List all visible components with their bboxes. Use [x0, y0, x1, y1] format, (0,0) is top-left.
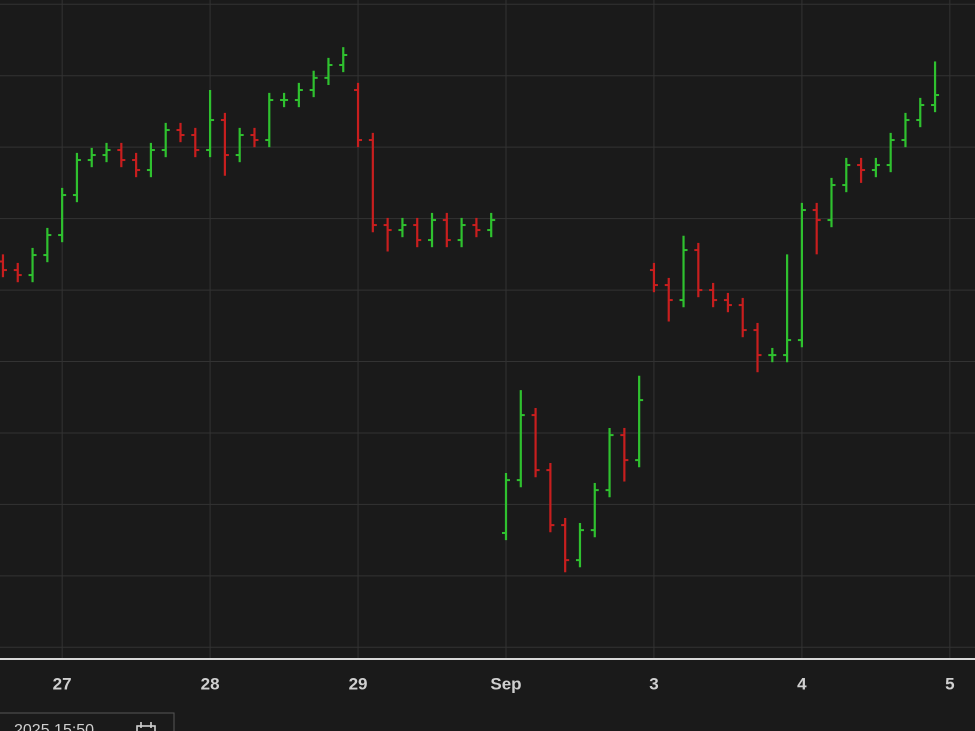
ohlc-bar [501, 472, 510, 541]
ohlc-bar [0, 254, 7, 278]
ohlc-bar [842, 157, 851, 193]
ohlc-bar [901, 112, 910, 148]
ohlc-bar [827, 177, 836, 228]
ohlc-bar [738, 297, 747, 338]
x-tick-label: Sep [490, 674, 521, 693]
ohlc-bar [102, 142, 111, 163]
date-box-text: 2025 15:50 [14, 722, 94, 731]
ohlc-bar [797, 202, 806, 348]
ohlc-bar [812, 202, 821, 255]
ohlc-bar [664, 277, 673, 322]
ohlc-bar [442, 212, 451, 248]
ohlc-bar [723, 292, 732, 313]
ohlc-bar [428, 212, 437, 248]
x-tick-label: 4 [797, 674, 807, 693]
ohlc-bar [605, 427, 614, 498]
ohlc-bar [383, 217, 392, 252]
ohlc-bar [250, 127, 259, 148]
ohlc-bar [516, 390, 525, 488]
ohlc-bar [575, 522, 584, 568]
x-tick-label: 5 [945, 674, 954, 693]
ohlc-bar [176, 122, 185, 143]
ohlc-bar [87, 147, 96, 168]
ohlc-bar [191, 127, 200, 158]
ohlc-bar [590, 482, 599, 538]
ohlc-bar [13, 262, 22, 283]
ohlc-bar [916, 97, 925, 128]
ohlc-bar [206, 90, 215, 158]
ohlc-bar [265, 92, 274, 148]
ohlc-bar [487, 212, 496, 238]
x-tick-label: 27 [53, 674, 72, 693]
x-tick-label: 29 [349, 674, 368, 693]
ohlc-bar [472, 217, 481, 238]
ohlc-bar [694, 242, 703, 298]
ohlc-bar [58, 187, 67, 243]
date-box[interactable]: 2025 15:50 [0, 712, 175, 731]
date-box-frame [0, 712, 175, 731]
ohlc-bar [28, 247, 37, 283]
ohlc-bar [43, 227, 52, 263]
ohlc-bar [531, 407, 540, 478]
ohlc-bar [398, 217, 407, 238]
ohlc-bar [783, 254, 792, 363]
x-axis: 27 28 29 Sep 3 4 5 [53, 674, 955, 693]
ohlc-bar [294, 82, 303, 108]
bars [0, 47, 940, 573]
ohlc-bar [546, 462, 555, 533]
ohlc-bar [620, 427, 629, 482]
x-tick-label: 3 [649, 674, 658, 693]
ohlc-bar [280, 92, 289, 108]
ohlc-bar [635, 375, 644, 468]
grid [0, 0, 975, 658]
ohlc-bar [339, 47, 348, 73]
ohlc-bar [132, 152, 141, 178]
ohlc-bar [857, 157, 866, 183]
ohlc-bar [161, 122, 170, 158]
ohlc-bar [886, 132, 895, 173]
ohlc-bar [679, 235, 688, 308]
ohlc-bar [561, 517, 570, 573]
ohlc-bar [324, 57, 333, 86]
ohlc-bar [117, 142, 126, 168]
ohlc-bar [220, 112, 229, 176]
ohlc-bar [368, 132, 377, 233]
ohlc-bar [72, 152, 81, 203]
ohlc-bar [709, 282, 718, 308]
ohlc-bar [931, 61, 940, 113]
ohlc-bar [768, 347, 777, 363]
ohlc-bar [753, 322, 762, 373]
ohlc-bar [413, 217, 422, 248]
ohlc-bar [457, 217, 466, 248]
ohlc-bar [146, 142, 155, 178]
ohlc-bar [354, 82, 363, 148]
ohlc-bar [649, 262, 658, 293]
x-tick-label: 28 [201, 674, 220, 693]
calendar-icon [136, 722, 156, 731]
ohlc-bar [235, 127, 244, 163]
ohlc-bar [871, 157, 880, 178]
ohlc-bar [309, 70, 318, 98]
